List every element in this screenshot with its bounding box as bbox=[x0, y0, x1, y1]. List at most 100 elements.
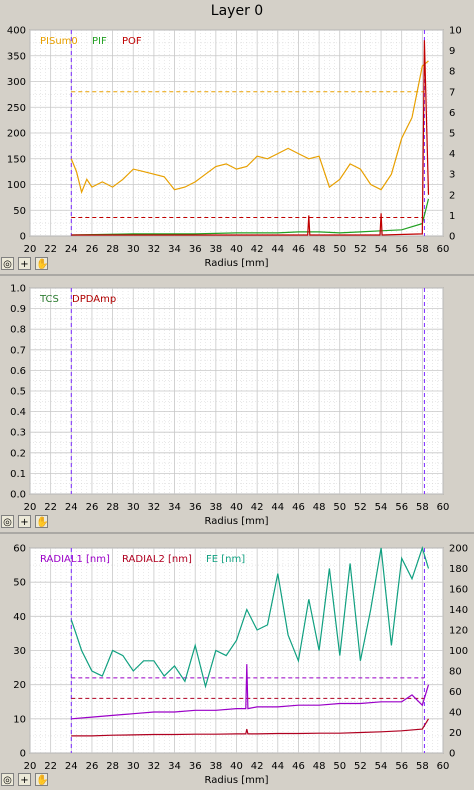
plus-icon[interactable]: + bbox=[18, 515, 31, 528]
hand-icon[interactable]: ✋ bbox=[35, 257, 49, 270]
y-tick-label: 50 bbox=[13, 578, 26, 589]
hand-icon[interactable]: ✋ bbox=[35, 515, 49, 528]
y-tick-label: 0.9 bbox=[10, 304, 26, 315]
y-tick-label: 350 bbox=[7, 51, 26, 62]
x-tick-label: 22 bbox=[44, 761, 57, 772]
y-tick-label: 200 bbox=[7, 129, 26, 140]
series-line bbox=[71, 40, 430, 236]
plus-icon[interactable]: + bbox=[18, 257, 31, 270]
x-tick-label: 54 bbox=[375, 761, 388, 772]
x-tick-label: 50 bbox=[333, 761, 346, 772]
y-tick-label: 0.5 bbox=[10, 387, 26, 398]
target-icon[interactable]: ◎ bbox=[1, 773, 14, 786]
x-axis-label: Radius [mm] bbox=[205, 258, 269, 269]
x-tick-label: 20 bbox=[24, 244, 37, 255]
y2-tick-label: 1 bbox=[449, 211, 455, 222]
x-tick-label: 30 bbox=[127, 502, 140, 513]
x-tick-label: 58 bbox=[416, 244, 429, 255]
y-tick-label: 50 bbox=[13, 206, 26, 217]
x-tick-label: 42 bbox=[251, 244, 264, 255]
y-tick-label: 0.1 bbox=[10, 469, 26, 480]
series-line bbox=[70, 60, 429, 195]
legend-entry: FE [nm] bbox=[206, 554, 245, 565]
y2-tick-label: 5 bbox=[449, 129, 455, 140]
x-axis-label: Radius [mm] bbox=[205, 516, 269, 527]
x-tick-label: 26 bbox=[86, 761, 99, 772]
legend-entry: TCS bbox=[39, 294, 59, 305]
x-tick-label: 24 bbox=[65, 244, 78, 255]
y-tick-label: 0.7 bbox=[10, 345, 26, 356]
y-tick-label: 10 bbox=[13, 714, 26, 725]
x-tick-label: 42 bbox=[251, 502, 264, 513]
legend-entry: PIF bbox=[92, 36, 107, 47]
y-tick-label: 400 bbox=[7, 26, 26, 37]
hand-icon[interactable]: ✋ bbox=[35, 773, 49, 786]
y-tick-label: 20 bbox=[13, 680, 26, 691]
y2-tick-label: 160 bbox=[449, 585, 468, 596]
y-tick-label: 30 bbox=[13, 646, 26, 657]
y-tick-label: 0.4 bbox=[10, 407, 26, 418]
x-tick-label: 46 bbox=[292, 502, 305, 513]
x-tick-label: 32 bbox=[148, 244, 161, 255]
y-tick-label: 40 bbox=[13, 612, 26, 623]
x-tick-label: 56 bbox=[395, 244, 408, 255]
target-icon[interactable]: ◎ bbox=[1, 257, 14, 270]
plus-icon[interactable]: + bbox=[18, 773, 31, 786]
x-tick-label: 40 bbox=[230, 761, 243, 772]
x-tick-label: 52 bbox=[354, 761, 367, 772]
y2-tick-label: 3 bbox=[449, 170, 455, 181]
x-tick-label: 38 bbox=[209, 244, 222, 255]
x-tick-label: 54 bbox=[375, 244, 388, 255]
x-tick-label: 42 bbox=[251, 761, 264, 772]
x-tick-label: 54 bbox=[375, 502, 388, 513]
legend-entry: RADIAL2 [nm] bbox=[122, 554, 192, 565]
y-tick-label: 1.0 bbox=[10, 284, 26, 295]
x-tick-label: 44 bbox=[271, 761, 284, 772]
y-tick-label: 60 bbox=[13, 544, 26, 555]
y2-tick-label: 8 bbox=[449, 67, 455, 78]
x-tick-label: 20 bbox=[24, 761, 37, 772]
x-tick-label: 48 bbox=[313, 502, 326, 513]
series-line bbox=[71, 198, 430, 236]
x-tick-label: 46 bbox=[292, 244, 305, 255]
y-tick-label: 0.3 bbox=[10, 428, 26, 439]
x-tick-label: 36 bbox=[189, 502, 202, 513]
y2-tick-label: 100 bbox=[449, 646, 468, 657]
x-tick-label: 26 bbox=[86, 244, 99, 255]
x-tick-label: 44 bbox=[271, 502, 284, 513]
y2-tick-label: 200 bbox=[449, 544, 468, 555]
x-tick-label: 48 bbox=[313, 761, 326, 772]
x-tick-label: 52 bbox=[354, 244, 367, 255]
series-line bbox=[71, 664, 430, 720]
y-tick-label: 0 bbox=[20, 749, 26, 760]
x-tick-label: 38 bbox=[209, 502, 222, 513]
x-tick-label: 30 bbox=[127, 244, 140, 255]
y2-tick-label: 60 bbox=[449, 687, 462, 698]
y2-tick-label: 40 bbox=[449, 708, 462, 719]
target-icon[interactable]: ◎ bbox=[1, 515, 14, 528]
x-tick-label: 36 bbox=[189, 761, 202, 772]
x-tick-label: 58 bbox=[416, 502, 429, 513]
x-tick-label: 52 bbox=[354, 502, 367, 513]
x-tick-label: 34 bbox=[168, 244, 181, 255]
x-tick-label: 60 bbox=[437, 244, 450, 255]
y-tick-label: 150 bbox=[7, 154, 26, 165]
y-tick-label: 100 bbox=[7, 180, 26, 191]
legend-entry: PISum0 bbox=[40, 36, 78, 47]
y-tick-label: 0.6 bbox=[10, 366, 26, 377]
x-tick-label: 44 bbox=[271, 244, 284, 255]
x-tick-label: 50 bbox=[333, 502, 346, 513]
x-tick-label: 40 bbox=[230, 244, 243, 255]
x-tick-label: 60 bbox=[437, 502, 450, 513]
x-tick-label: 38 bbox=[209, 761, 222, 772]
y2-tick-label: 140 bbox=[449, 605, 468, 616]
x-tick-label: 28 bbox=[106, 244, 119, 255]
x-tick-label: 36 bbox=[189, 244, 202, 255]
x-tick-label: 24 bbox=[65, 761, 78, 772]
x-tick-label: 28 bbox=[106, 761, 119, 772]
x-tick-label: 46 bbox=[292, 761, 305, 772]
y2-tick-label: 10 bbox=[449, 26, 462, 37]
x-tick-label: 28 bbox=[106, 502, 119, 513]
x-tick-label: 32 bbox=[148, 502, 161, 513]
